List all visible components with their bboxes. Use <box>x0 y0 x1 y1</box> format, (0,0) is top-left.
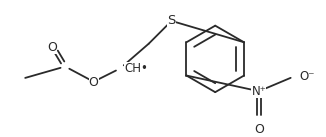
Text: S: S <box>167 14 176 27</box>
Text: O: O <box>89 76 98 89</box>
Text: O: O <box>254 123 264 135</box>
Text: O⁻: O⁻ <box>300 69 315 82</box>
Text: O: O <box>47 41 57 54</box>
Text: N⁺: N⁺ <box>251 85 266 98</box>
Text: CH•: CH• <box>124 62 148 75</box>
